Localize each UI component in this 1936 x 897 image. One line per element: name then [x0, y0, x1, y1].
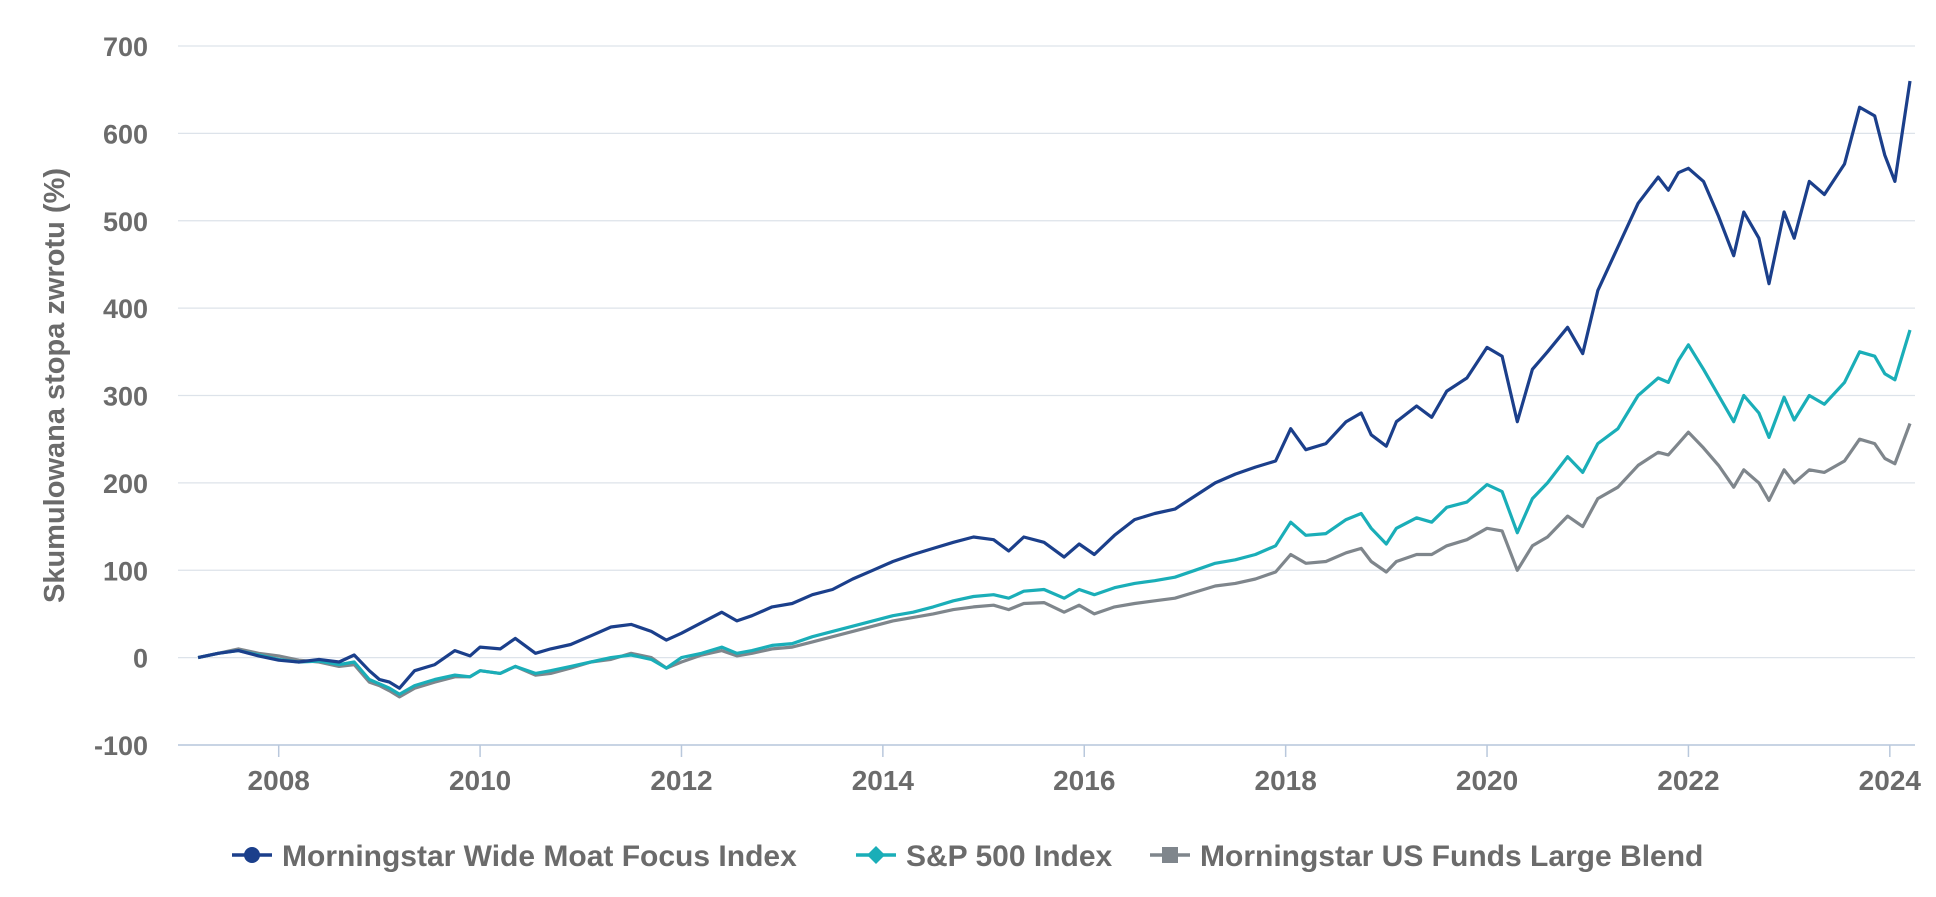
legend-label: Morningstar Wide Moat Focus Index	[282, 840, 797, 873]
gridlines	[178, 45, 1915, 746]
legend-item-1: Morningstar Wide Moat Focus Index	[232, 840, 797, 873]
y-tick-label: 700	[103, 32, 148, 62]
legend-label: S&P 500 Index	[906, 840, 1113, 873]
x-tick-label: 2008	[248, 765, 310, 796]
y-tick-label: 600	[103, 119, 148, 149]
x-tick-label: 2014	[852, 765, 915, 796]
y-tick-label: -100	[94, 731, 148, 761]
legend-marker-circle	[244, 847, 260, 863]
legend-marker-diamond	[867, 846, 885, 864]
legend-marker-square	[1162, 847, 1178, 863]
series-line-2	[197, 329, 1912, 696]
y-tick-label: 100	[103, 556, 148, 586]
legend-item-2: S&P 500 Index	[856, 840, 1113, 873]
y-tick-label: 400	[103, 294, 148, 324]
x-tick-label: 2016	[1053, 765, 1115, 796]
x-tick-label: 2024	[1859, 765, 1922, 796]
x-tick-label: 2012	[650, 765, 712, 796]
legend-item-3: Morningstar US Funds Large Blend	[1150, 840, 1703, 873]
y-tick-label: 500	[103, 207, 148, 237]
y-tick-label: 0	[133, 644, 148, 674]
axes: -100 0 100 200 300 400 500 600 700 2008 2010 2012 20…	[94, 32, 1921, 796]
series-line-3	[197, 422, 1912, 699]
legend-label: Morningstar US Funds Large Blend	[1200, 840, 1703, 873]
y-tick-label: 200	[103, 469, 148, 499]
series-line-1	[197, 80, 1912, 690]
y-axis-label: Skumulowana stopa zwrotu (%)	[39, 168, 71, 603]
legend: Morningstar Wide Moat Focus Index S&P 500…	[232, 840, 1703, 873]
x-tick-label: 2010	[449, 765, 511, 796]
y-tick-label: 300	[103, 382, 148, 412]
x-tick-label: 2018	[1255, 765, 1317, 796]
series-lines	[197, 80, 1912, 699]
x-tick-label: 2022	[1657, 765, 1719, 796]
x-tick-label: 2020	[1456, 765, 1518, 796]
